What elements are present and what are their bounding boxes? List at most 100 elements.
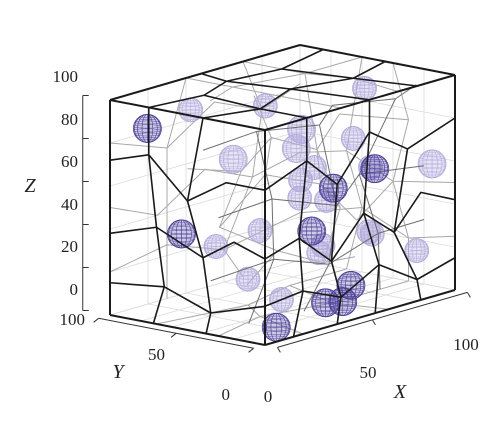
voronoi-edge [209, 56, 363, 102]
sphere-longitude [418, 149, 446, 179]
sphere-latitude [207, 236, 225, 240]
sphere [404, 238, 430, 264]
sphere-latitude [328, 301, 357, 306]
sphere [340, 126, 366, 151]
sphere-latitude [134, 132, 161, 137]
sphere-latitude [338, 289, 364, 294]
voronoi-edge [240, 113, 340, 172]
sphere-latitude [353, 81, 376, 85]
sphere-latitude [272, 289, 291, 293]
sphere-latitude [361, 172, 388, 177]
sphere-latitude [247, 227, 273, 231]
z-axis-label: Z [24, 175, 36, 197]
sphere-latitude [344, 128, 362, 132]
sphere-latitude [220, 151, 247, 156]
x-tick [276, 347, 281, 353]
sphere-latitude [417, 163, 447, 168]
y-tick [248, 347, 254, 353]
sphere-latitude [204, 239, 228, 243]
x-tick-label: 50 [360, 363, 377, 382]
sphere-latitude [168, 238, 195, 242]
cube-edge [109, 44, 301, 101]
grid-line [109, 173, 301, 230]
sphere-latitude [223, 147, 244, 151]
sphere [297, 216, 327, 246]
sphere-latitude [236, 272, 260, 276]
sphere-latitude [340, 273, 361, 277]
voronoi-edge [218, 280, 409, 337]
sphere-longitude [270, 287, 293, 312]
sphere-latitude [239, 286, 257, 290]
sphere-latitude [291, 188, 309, 191]
sphere-longitude [303, 155, 326, 180]
sphere-latitude [291, 205, 309, 208]
sphere-latitude [320, 192, 347, 196]
grid-line [140, 265, 332, 322]
sphere-latitude [355, 95, 374, 99]
cube-edge [299, 44, 456, 76]
sphere-latitude [283, 152, 310, 157]
sphere-latitude [307, 246, 330, 250]
sphere [359, 221, 385, 247]
sphere [167, 219, 196, 249]
sphere [132, 114, 162, 143]
sphere-latitude [282, 144, 311, 149]
grid-line [202, 277, 394, 334]
x-tick [466, 292, 471, 298]
sphere-latitude [251, 237, 269, 241]
sphere-latitude [256, 113, 274, 116]
voronoi-edge [148, 48, 324, 109]
z-tick-label: 80 [61, 110, 78, 129]
sphere-longitude [288, 115, 315, 144]
voronoi-edge [202, 84, 417, 151]
sphere-latitude [408, 240, 426, 244]
sphere-latitude [288, 133, 315, 138]
voronoi-edge [264, 257, 456, 308]
sphere-latitude [266, 315, 287, 319]
sphere-latitude [288, 191, 311, 195]
sphere-latitude [220, 163, 247, 168]
sphere-latitude [291, 137, 312, 141]
sphere-latitude [262, 327, 291, 332]
y-tick-label: 50 [148, 345, 165, 364]
sphere-latitude [405, 243, 428, 248]
sphere [235, 266, 261, 292]
sphere-latitude [282, 148, 311, 153]
sphere-latitude [287, 194, 312, 199]
z-tick-label: 0 [70, 280, 79, 299]
sphere-latitude [310, 260, 328, 263]
z-tick-label: 40 [61, 195, 78, 214]
front-voronoi-edges [109, 44, 456, 346]
axes: 100 80 60 40 20 0 Z 100 50 0 Y 0 50 100 … [24, 67, 478, 406]
sphere-latitude [342, 131, 365, 135]
sphere-latitude [303, 171, 326, 175]
sphere-latitude [338, 277, 364, 282]
sphere-latitude [404, 247, 429, 251]
voronoi-edge [109, 152, 301, 216]
sphere-longitude [312, 288, 339, 318]
sphere-latitude [298, 223, 325, 227]
sphere-latitude [319, 184, 348, 189]
grid-line [185, 292, 342, 324]
sphere-latitude [408, 257, 426, 261]
sphere-latitude [419, 168, 445, 172]
sphere-longitude [329, 287, 356, 316]
sphere-latitude [323, 196, 344, 200]
sphere-latitude [287, 198, 312, 202]
grid-line [109, 259, 301, 316]
sphere-longitude [168, 219, 195, 249]
cube-edge [264, 289, 456, 346]
sphere-longitude [248, 218, 272, 243]
sphere-latitude [248, 223, 272, 227]
sphere-latitude [404, 250, 429, 254]
sphere-latitude [137, 137, 158, 140]
sphere-latitude [270, 292, 293, 296]
voronoi-edge [339, 113, 409, 121]
inner-voronoi-edges [202, 84, 425, 324]
voronoi-edge [109, 212, 301, 273]
voronoi-edge [264, 117, 456, 191]
sphere-latitude [344, 145, 362, 149]
sphere-latitude [178, 109, 203, 114]
x-tick [371, 319, 376, 326]
z-tick-label: 20 [61, 237, 78, 256]
